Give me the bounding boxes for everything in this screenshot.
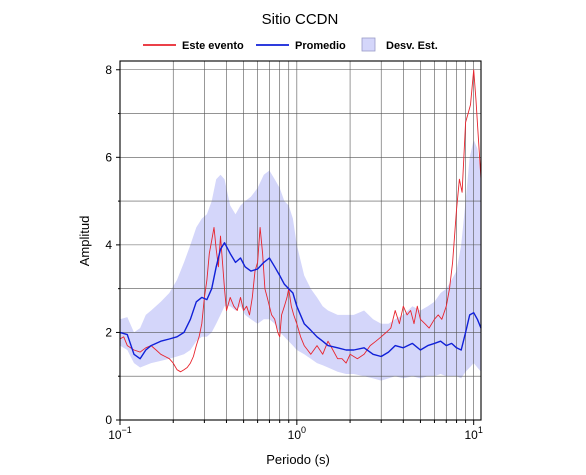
- legend: Este evento Promedio Desv. Est.: [143, 37, 438, 52]
- y-tick-label: 8: [105, 63, 112, 77]
- x-tick-label: 101: [464, 425, 482, 442]
- y-axis-label: Amplitud: [77, 216, 92, 267]
- chart-title: Sitio CCDN: [262, 11, 339, 28]
- legend-mean-label: Promedio: [295, 40, 346, 52]
- legend-event-label: Este evento: [182, 40, 244, 52]
- y-tick-label: 6: [105, 150, 112, 164]
- series-mean-line: [119, 241, 482, 360]
- y-tick-label: 2: [105, 325, 112, 339]
- series-event-line: [119, 69, 482, 373]
- y-tick-label: 4: [105, 238, 112, 252]
- plot-frame: [119, 60, 482, 421]
- y-tick-label: 0: [105, 413, 112, 427]
- legend-std-label: Desv. Est.: [386, 40, 438, 52]
- x-axis-label: Periodo (s): [266, 452, 330, 467]
- x-tick-label: 100: [288, 425, 306, 442]
- plot-area: 0 2 4 6 8 10−1 100 101: [105, 60, 483, 442]
- legend-std-swatch: [361, 37, 376, 52]
- x-tick-label: 10−1: [108, 425, 132, 442]
- std-band: [120, 139, 481, 381]
